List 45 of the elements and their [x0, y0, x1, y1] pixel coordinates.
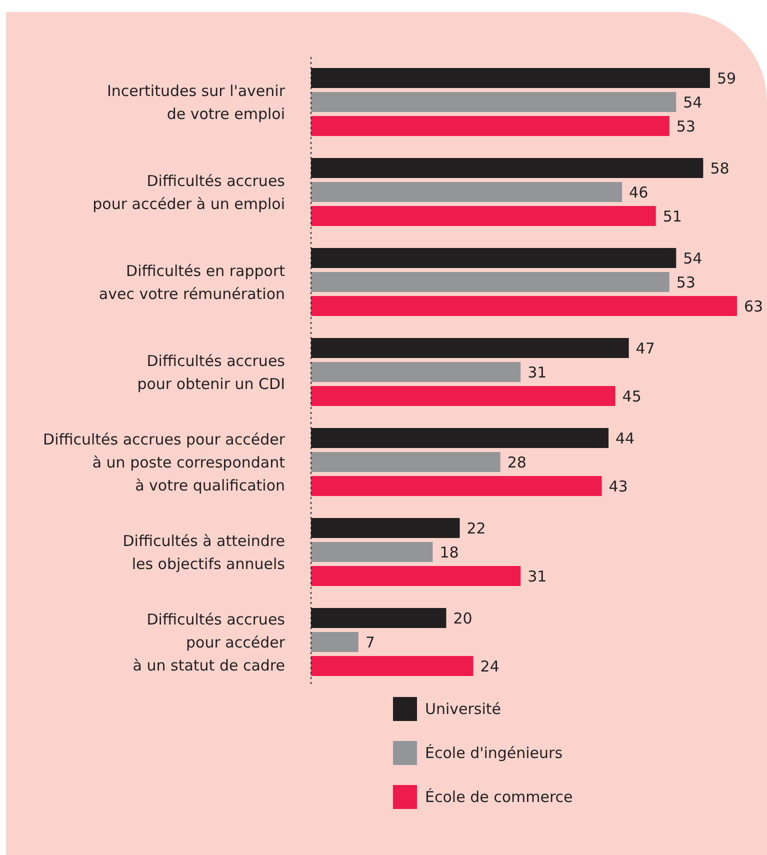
y-tick-label: Difficultés accrues pour accéder à un statut de cadre	[132, 610, 286, 674]
data-label: 31	[528, 567, 547, 586]
data-label: 7	[365, 633, 375, 652]
legend-label: École de commerce	[425, 788, 573, 806]
y-tick-label: Incertitudes sur l'avenir de votre emploi	[106, 82, 286, 123]
data-label: 22	[466, 519, 486, 538]
data-label: 20	[453, 609, 472, 628]
bar	[311, 206, 656, 226]
data-label: 54	[683, 93, 702, 112]
data-label: 54	[683, 249, 702, 268]
bar	[311, 566, 521, 586]
data-label: 53	[676, 273, 696, 292]
data-label: 47	[636, 339, 655, 358]
bar	[311, 542, 433, 562]
data-label: 59	[716, 69, 736, 88]
bar	[311, 386, 616, 406]
y-tick-label: Difficultés à atteindre les objectifs annuels	[122, 532, 286, 573]
legend-label: École d'ingénieurs	[425, 744, 563, 762]
legend-label: Université	[425, 700, 502, 718]
data-label: 63	[744, 297, 764, 316]
bar	[311, 476, 602, 496]
data-label: 45	[622, 387, 642, 406]
bar	[311, 296, 737, 316]
bar	[311, 452, 500, 472]
bar	[311, 116, 670, 136]
bar	[311, 272, 670, 292]
data-label: 44	[616, 429, 635, 448]
data-label: 24	[480, 657, 500, 676]
bar	[311, 632, 358, 652]
bar	[311, 656, 474, 676]
data-label: 28	[507, 453, 526, 472]
data-label: 31	[528, 363, 547, 382]
y-tick-label: Difficultés accrues pour accéder à un emploi	[92, 172, 286, 213]
y-tick-label: Difficultés en rapport avec votre rémunération	[98, 262, 286, 303]
data-label: 43	[608, 477, 628, 496]
data-label: 58	[710, 159, 730, 178]
data-label: 53	[676, 117, 696, 136]
bar	[311, 182, 622, 202]
data-label: 46	[629, 183, 648, 202]
bar	[311, 362, 521, 382]
y-tick-label: Difficultés accrues pour obtenir un CDI	[137, 352, 286, 393]
data-label: 18	[440, 543, 459, 562]
data-label: 51	[662, 207, 682, 226]
y-tick-label: Difficultés accrues pour accéder à un poste correspondant à votre qualification	[43, 430, 286, 494]
bar	[311, 92, 676, 112]
